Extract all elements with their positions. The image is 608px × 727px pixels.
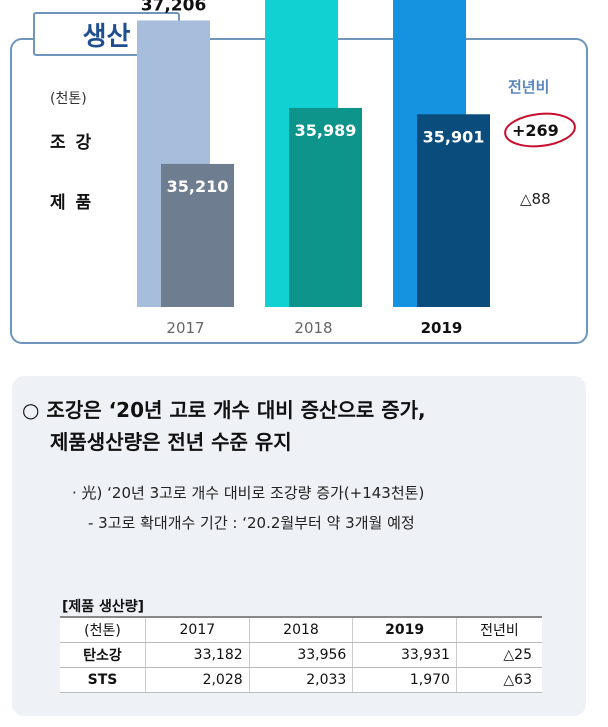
table-header-2017: 2017 [145, 616, 250, 643]
x-tick-2017: 2017 [166, 319, 204, 337]
cell-2018: 2,033 [248, 667, 353, 693]
x-tick-2018: 2018 [294, 319, 332, 337]
table-header-row: (천톤) 2017 2018 2019 전년비 [60, 616, 542, 643]
label-product-2017: 35,210 [167, 177, 229, 196]
bar-product-2019 [417, 114, 490, 307]
summary-headline-1: ○ 조강은 ‘20년 고로 개수 대비 증산으로 증가, [22, 398, 426, 422]
cell-yoy: △25 [455, 642, 542, 668]
table-header-2019: 2019 [352, 616, 457, 643]
row-label: STS [60, 667, 146, 693]
highlight-circle [504, 112, 576, 148]
label-product-2018: 35,989 [295, 121, 357, 140]
bar-product-2018 [289, 107, 362, 307]
x-tick-2019: 2019 [421, 319, 463, 337]
cell-2019: 1,970 [352, 667, 457, 693]
table-title: [제품 생산량] [62, 599, 145, 615]
row-label: 탄소강 [60, 642, 146, 668]
yoy-product-value: △88 [520, 190, 551, 208]
cell-2017: 2,028 [145, 667, 250, 693]
table-row: STS 2,028 2,033 1,970 △63 [60, 667, 542, 693]
table-header-2018: 2018 [248, 616, 353, 643]
yoy-steel-value: +269 [512, 121, 559, 140]
table-header-yoy: 전년비 [455, 616, 542, 643]
row-label-steel: 조 강 [50, 133, 94, 153]
summary-headline-2: 제품생산량은 전년 수준 유지 [50, 430, 292, 454]
summary-bullet-1: · 光) ‘20년 3고로 개수 대비로 조강량 증가(+143천톤) [72, 484, 425, 502]
bar-product-2017 [161, 163, 234, 307]
cell-2019: 33,931 [352, 642, 457, 668]
product-output-table: (천톤) 2017 2018 2019 전년비 탄소강 33,182 33,95… [60, 616, 542, 693]
yoy-header: 전년비 [508, 78, 550, 96]
section-title: 생산 [33, 12, 180, 56]
table-row: 탄소강 33,182 33,956 33,931 △25 [60, 642, 542, 668]
summary-bullet-2: - 3고로 확대개수 기간 : ‘20.2월부터 약 3개월 예정 [88, 514, 415, 532]
label-product-2019: 35,901 [423, 127, 485, 146]
label-steel-2017: 37,206 [141, 0, 207, 15]
cell-2017: 33,182 [145, 642, 250, 668]
cell-2018: 33,956 [248, 642, 353, 668]
production-bar-chart: 37,20635,210201737,73835,989201838,00735… [137, 0, 576, 337]
row-label-product: 제 품 [50, 193, 94, 213]
cell-yoy: △63 [455, 667, 542, 693]
table-header-unit: (천톤) [60, 616, 146, 643]
unit-label: (천톤) [50, 91, 87, 107]
